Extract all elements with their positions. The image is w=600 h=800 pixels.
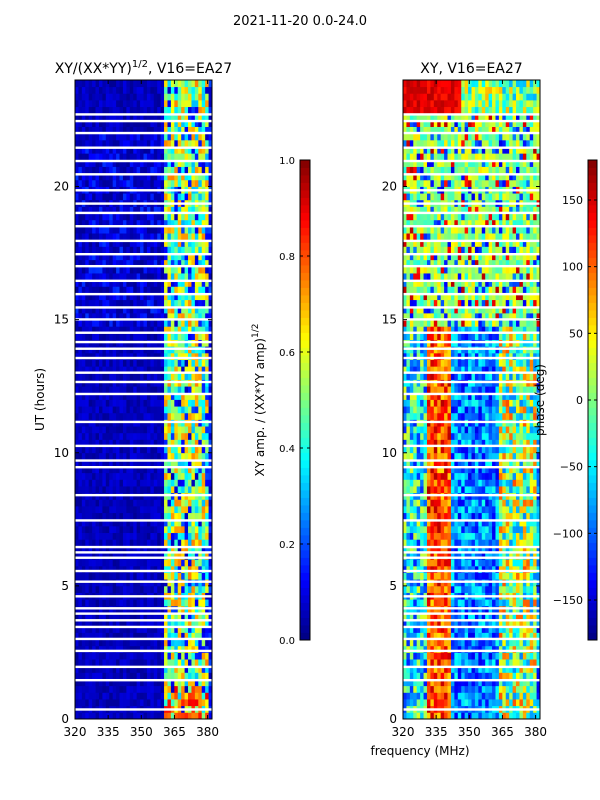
- y-tick-label: 10: [54, 446, 69, 460]
- heatmap-image-2: [403, 80, 541, 720]
- colorbar-frame: [299, 159, 311, 641]
- x-tick-label: 350: [458, 725, 481, 739]
- flagged-time-gaps-2: [403, 113, 540, 711]
- x-tick-label: 365: [163, 725, 186, 739]
- y-tick-label: 5: [61, 579, 69, 593]
- x-tick-label: 365: [491, 725, 514, 739]
- x-axis-label: frequency (MHz): [370, 744, 469, 758]
- axes-frame: [74, 79, 213, 720]
- x-tick-label: 335: [425, 725, 448, 739]
- colorbar-phase: −150 −100 −50 0 50 100 150 phase (deg): [533, 159, 598, 641]
- colorbar-tick-label: 0.0: [279, 636, 295, 647]
- colorbar-tick-label: 150: [562, 194, 583, 207]
- colorbar-label: XY amp. / (XX*YY amp)1/2: [251, 324, 267, 477]
- x-tick-label: 320: [64, 725, 87, 739]
- heatmap-image-1: [75, 80, 213, 720]
- colorbar-amplitude: 0.0 0.2 0.4 0.6 0.8 1.0 XY amp. / (XX*YY amp)1…: [251, 156, 311, 647]
- y-tick-label: 15: [382, 313, 397, 327]
- y-tick-label: 10: [382, 446, 397, 460]
- colorbar-tick-label: 0: [576, 394, 583, 407]
- chart-title: XY, V16=EA27: [420, 61, 522, 77]
- colorbar-tick-label: 0.6: [279, 348, 295, 359]
- x-tick-label: 380: [524, 725, 547, 739]
- colorbar-tick-label: 0.4: [279, 444, 295, 455]
- colorbar-tick-label: 50: [569, 327, 583, 340]
- colorbar-tick-label: 0.8: [279, 252, 295, 263]
- flagged-time-gaps-1: [75, 113, 212, 711]
- colorbar-tick-label: −50: [560, 461, 583, 474]
- y-tick-label: 0: [389, 712, 397, 726]
- y-tick-label: 15: [54, 313, 69, 327]
- colorbar-label: phase (deg): [533, 364, 547, 436]
- colorbar-tick-label: 1.0: [279, 156, 295, 167]
- axes-frame: [402, 79, 541, 720]
- panel-amplitude: 320 335 350 365 380 0 5 10 15 20 XY/(XX*YY)1/2, V1…: [33, 59, 232, 739]
- y-tick-label: 0: [61, 712, 69, 726]
- panel-phase: 320 335 350 365 380 0 5 10 15 20 XY, V16=EA27: [382, 61, 547, 739]
- chart-title: XY/(XX*YY)1/2, V16=EA27: [55, 59, 232, 77]
- x-tick-label: 350: [130, 725, 153, 739]
- y-axis-label: UT (hours): [33, 368, 47, 431]
- colorbar-tick-label: −150: [553, 594, 583, 607]
- y-tick-label: 5: [389, 579, 397, 593]
- y-tick-label: 20: [382, 180, 397, 194]
- x-tick-label: 320: [392, 725, 415, 739]
- figure-suptitle: 2021-11-20 0.0-24.0: [233, 14, 367, 29]
- y-tick-label: 20: [54, 180, 69, 194]
- colorbar-tick-label: 100: [562, 261, 583, 274]
- x-tick-label: 380: [196, 725, 219, 739]
- colorbar-tick-label: −100: [553, 527, 583, 540]
- colorbar-tick-label: 0.2: [279, 540, 295, 551]
- x-tick-label: 335: [97, 725, 120, 739]
